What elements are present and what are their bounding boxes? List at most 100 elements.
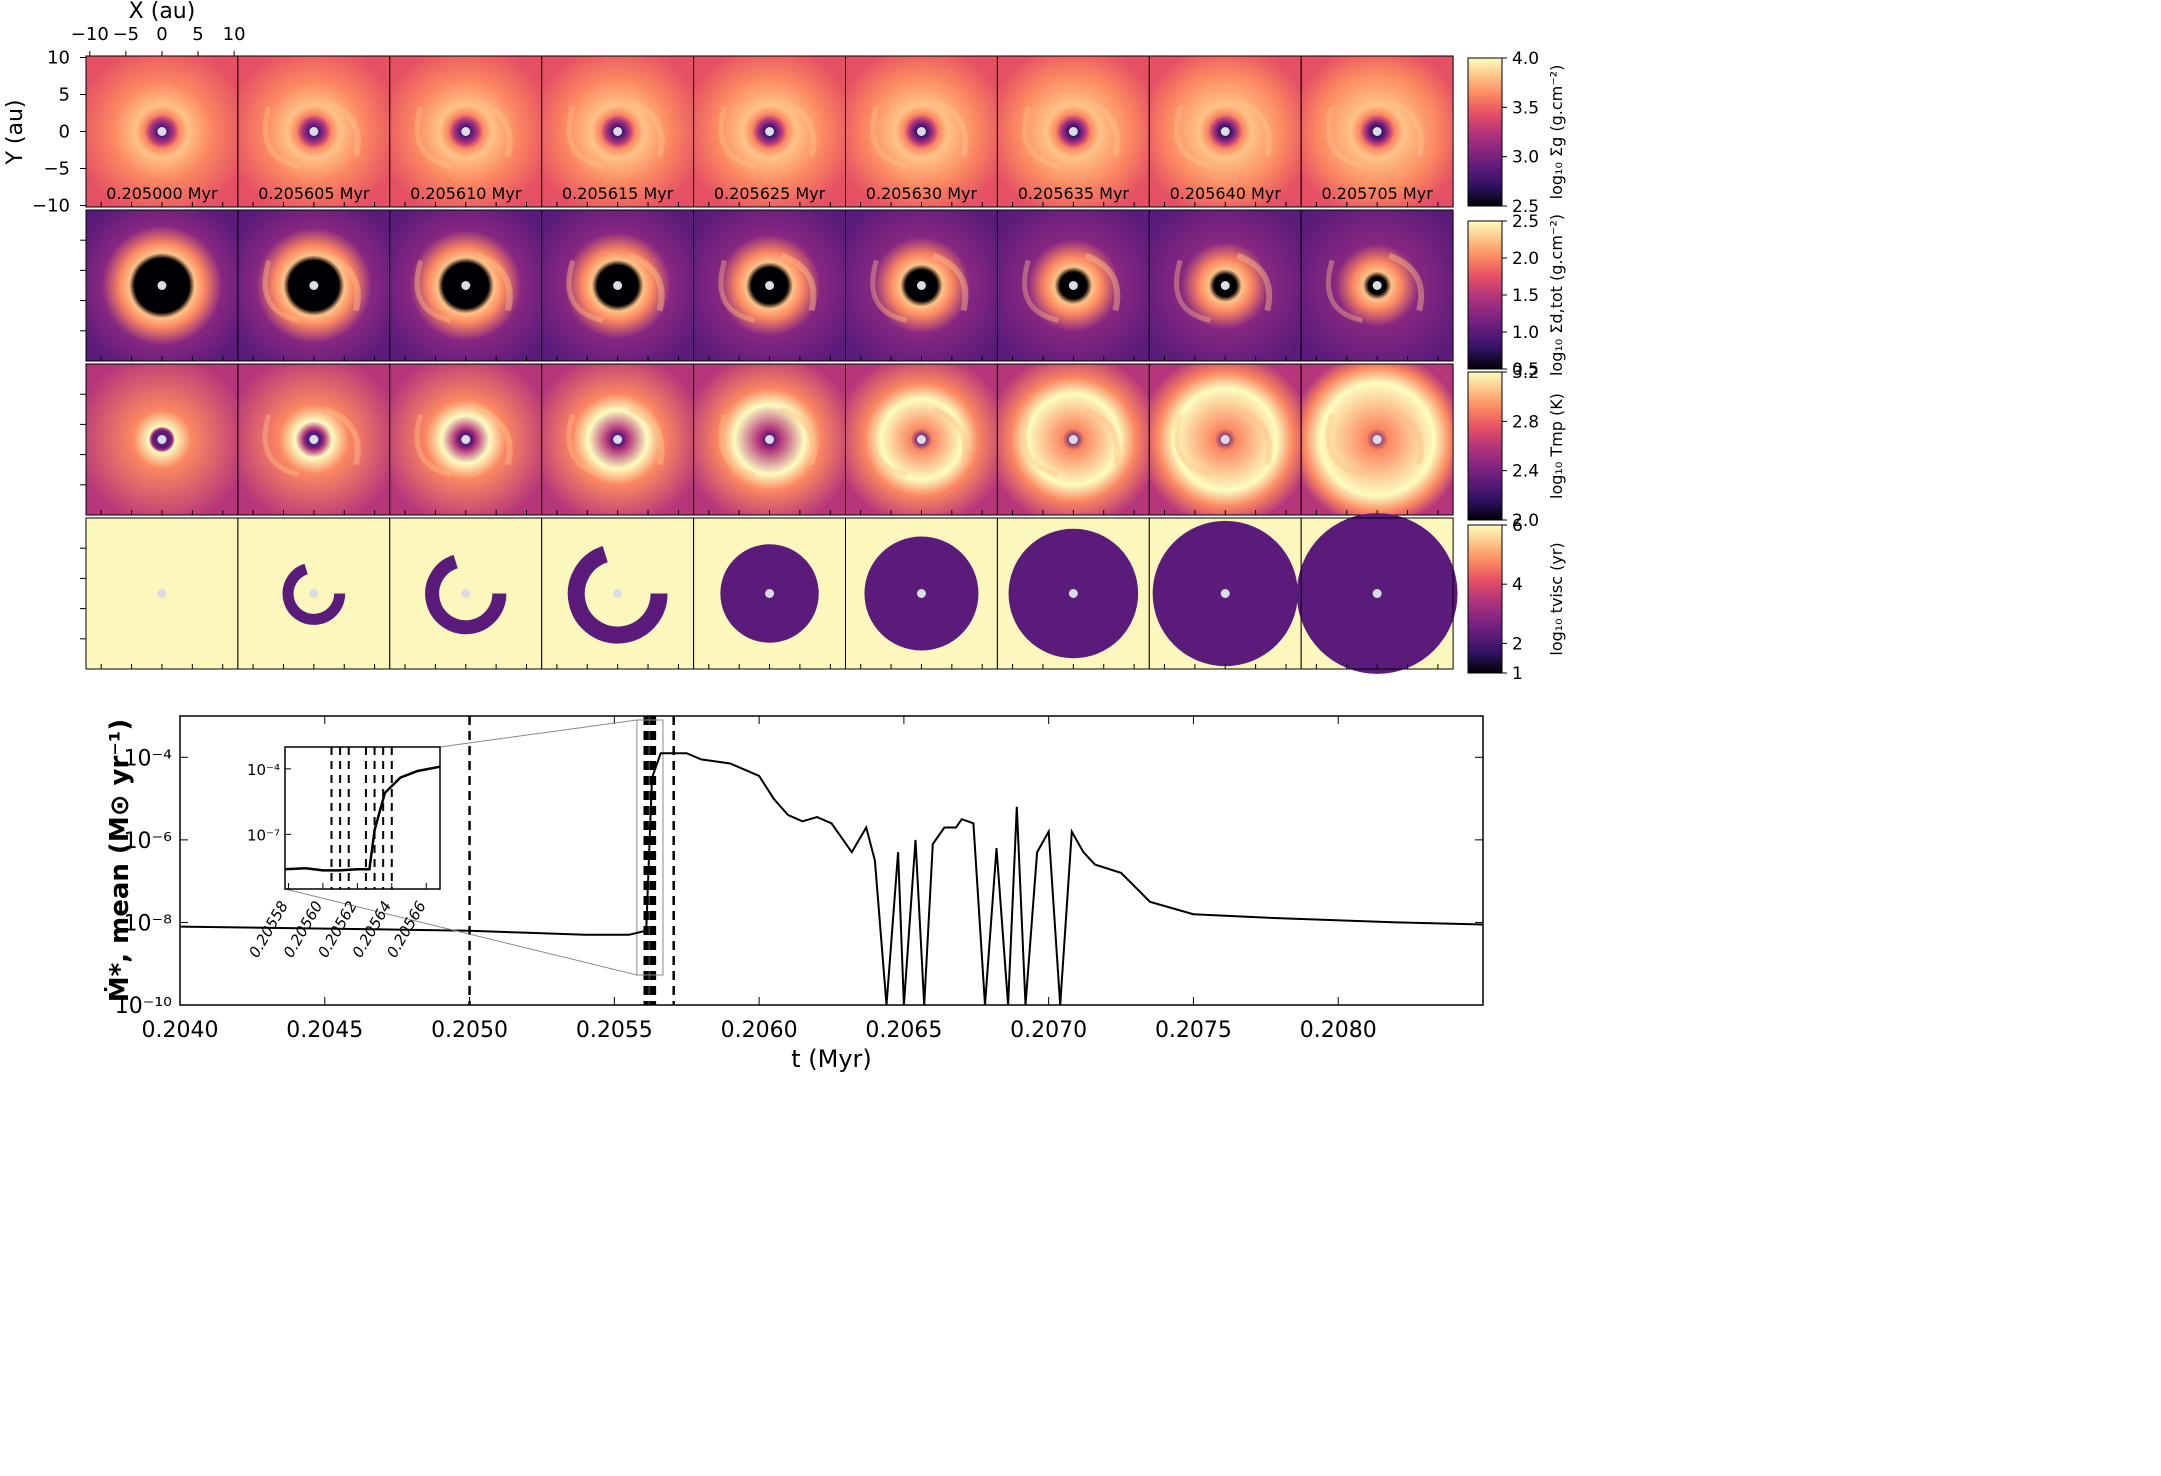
spiral-arm (476, 406, 513, 466)
spiral-arm (1236, 98, 1273, 158)
spiral-arm (476, 98, 513, 158)
accretion-rate-plot: 0.2040 0.2045 0.2050 0.2055 0.2060 0.2065 0.20… (103, 715, 1484, 1073)
spiral-arm (1388, 98, 1425, 158)
time-label: 0.205605 Myr (258, 184, 370, 203)
colorbar-1: 4.0 3.5 3.0 2.5 log₁₀ Σg (g.cm⁻²) (1467, 49, 1566, 217)
colorbar-gradient (1467, 524, 1503, 674)
spiral-arm (718, 259, 756, 323)
x-axis-label: t (Myr) (791, 1045, 872, 1073)
y-axis-label: Y (au) (3, 99, 28, 165)
y-tick-label: 10⁻⁴ (124, 746, 173, 771)
zoom-box (636, 719, 664, 976)
panel-r3-c5 (693, 363, 846, 516)
spiral-arm (1388, 406, 1425, 466)
spiral-arm (414, 413, 452, 477)
panel-r4-c7 (996, 517, 1150, 670)
star-marker (1068, 127, 1078, 136)
time-label: 0.205615 Myr (562, 184, 674, 203)
star-marker (613, 127, 623, 136)
star-marker (1220, 281, 1230, 290)
y-tick-label: 10⁻¹⁰ (115, 994, 172, 1019)
star-marker (765, 435, 775, 444)
spiral-arm (324, 406, 361, 466)
colorbar-tick-label: 6 (1512, 516, 1523, 536)
colorbar-tick-label: 2.5 (1512, 212, 1539, 232)
spiral-arm (1084, 252, 1121, 312)
panel-r1-c5: 0.205625 Myr (693, 55, 846, 208)
panel-r2-c9 (1300, 209, 1454, 362)
spiral-arm (1388, 252, 1425, 312)
panel-r2-c4 (541, 209, 695, 362)
colorbar-tick-label: 1.0 (1512, 323, 1539, 343)
spiral-arm (1174, 413, 1211, 477)
panel-r3-c8 (1148, 363, 1302, 516)
y-tick-label: 5 (59, 85, 70, 106)
star-marker (309, 435, 319, 444)
x-tick-label: 0.2050 (431, 1018, 508, 1043)
colorbar-tick-label: 2.8 (1512, 412, 1539, 432)
time-label: 0.205000 Myr (106, 184, 218, 203)
colorbar-tick-label: 2 (1512, 634, 1523, 654)
viscous-region (282, 563, 346, 625)
spiral-arm (1236, 406, 1273, 466)
star-marker (1220, 127, 1230, 136)
colorbar-4: 6 4 2 1 log₁₀ tvisc (yr) (1467, 516, 1566, 684)
colorbar-tick-label: 1.5 (1512, 286, 1539, 306)
star-marker (157, 435, 167, 444)
panel-r1-c1: 0.205000 Myr (85, 55, 239, 208)
spiral-arm (932, 98, 969, 158)
star-marker (765, 281, 775, 290)
inset-plot: 10⁻⁴10⁻⁷0.205580.205600.205620.205640.20… (245, 719, 638, 976)
spiral-arm (566, 413, 604, 477)
zoom-connector (284, 888, 638, 976)
viscous-region (567, 546, 668, 644)
star-marker (309, 127, 319, 136)
spiral-arm (780, 252, 817, 312)
panel-r3-c7 (996, 363, 1150, 516)
spiral-arm (262, 259, 300, 323)
spiral-arm (566, 259, 604, 323)
spiral-arm (628, 252, 665, 312)
colorbar-tick-label: 4.0 (1512, 49, 1539, 69)
spiral-arm (870, 259, 908, 323)
panel-r2-c8 (1148, 209, 1302, 362)
x-tick-label: 0 (156, 24, 167, 45)
spiral-arm (1326, 105, 1363, 169)
inset-series (284, 765, 441, 872)
spiral-arm (414, 259, 452, 323)
panel-r2-c5 (693, 209, 846, 362)
colorbar-tick-label: 3.2 (1512, 363, 1539, 383)
plot-frame (179, 715, 1484, 1006)
star-marker (461, 281, 471, 290)
spiral-arm (262, 105, 300, 169)
spiral-arm (566, 105, 604, 169)
y-tick-label: −5 (43, 158, 70, 179)
colorbars: 4.0 3.5 3.0 2.5 log₁₀ Σg (g.cm⁻²) 2.5 2.0 1.5 1.… (1467, 49, 1566, 684)
spiral-arm (324, 252, 361, 312)
colorbar-gradient (1467, 371, 1503, 521)
spiral-arm (780, 98, 817, 158)
star-marker (1068, 435, 1078, 444)
spiral-arm (1174, 105, 1211, 169)
spiral-arm (1326, 259, 1363, 323)
spiral-arm (780, 406, 817, 466)
star-marker (309, 281, 319, 290)
colorbar-tick-label: 2.5 (1512, 197, 1539, 217)
panel-r4-c9 (1296, 513, 1458, 674)
panel-r1-c8: 0.205640 Myr (1148, 55, 1302, 208)
star-marker (157, 127, 167, 136)
spiral-arm (932, 406, 969, 466)
colorbar-tick-label: 1 (1512, 664, 1523, 684)
star-marker (613, 435, 623, 444)
star-marker (1220, 589, 1230, 598)
star-marker (309, 589, 319, 598)
colorbar-gradient (1467, 57, 1503, 207)
star-marker (1372, 281, 1382, 290)
panel-r1-c4: 0.205615 Myr (541, 55, 695, 208)
panel-r2-c3 (389, 209, 543, 362)
colorbar-tick-label: 3.0 (1512, 148, 1539, 168)
y-axis-label: Ṁ*, mean (M⊙ yr⁻¹) (103, 719, 135, 1003)
panel-r3-c6 (845, 363, 998, 516)
